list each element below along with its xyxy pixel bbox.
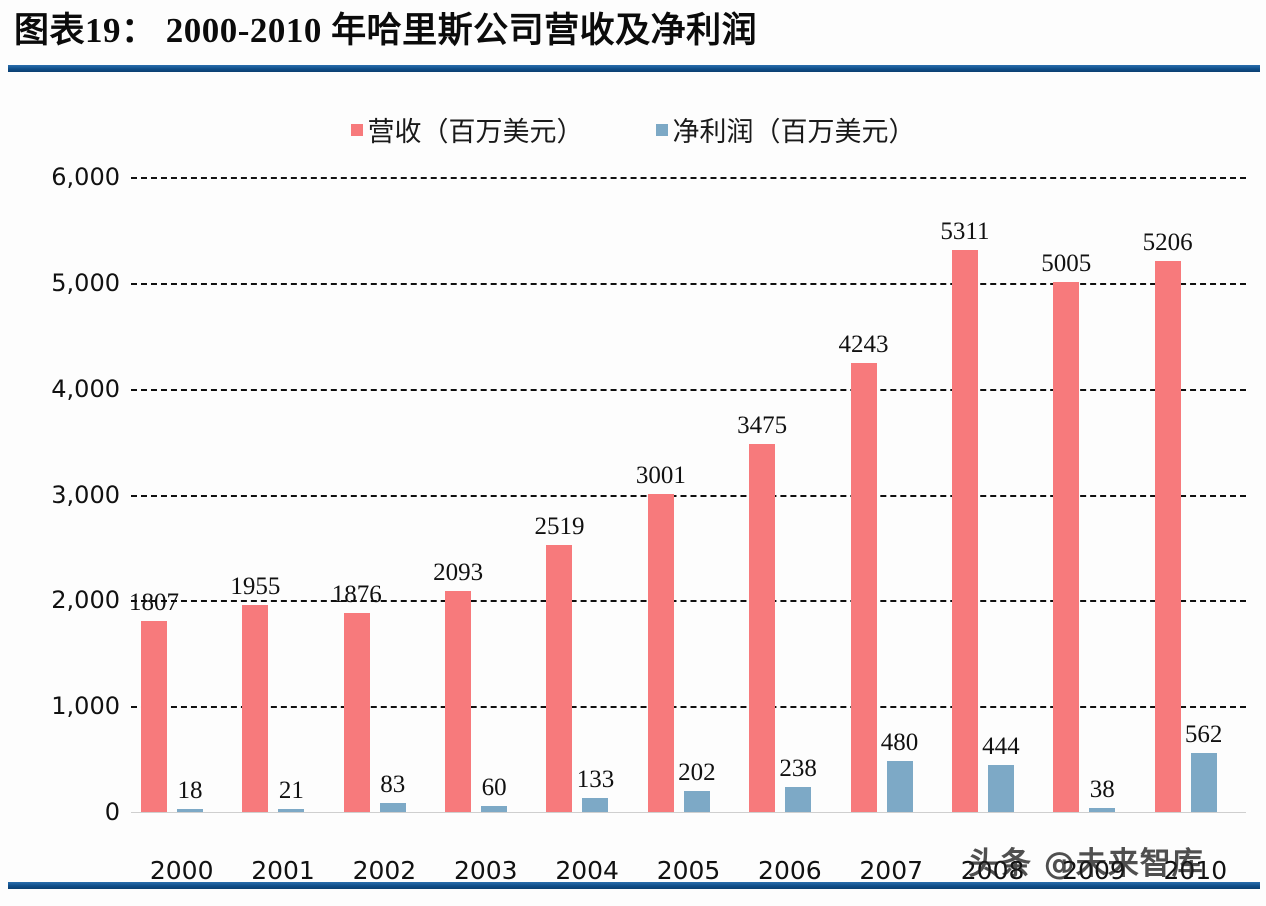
bar-group: 5206 562 [1142,150,1246,850]
bar-value-label: 562 [1184,720,1223,748]
bar-profit[interactable] [683,790,710,812]
bar-profit[interactable] [785,786,812,812]
bar-value-label: 202 [678,758,716,786]
bar-revenue[interactable] [445,590,472,812]
bar-revenue[interactable] [850,362,877,812]
bar-value-label: 4243 [838,330,889,358]
bar-group: 2519 133 [534,150,637,850]
x-axis: 2000 2001 2002 2003 2004 2005 2006 2007 2008 2009… [131,856,1246,892]
bar-group: 1807 18 [129,150,232,850]
header-divider [8,65,1260,72]
legend-label: 营收（百万美元） [367,116,584,148]
gridline [131,706,1246,709]
legend-swatch-icon [655,124,668,136]
x-tick-label: 2008 [960,856,1025,885]
x-tick-label: 2000 [149,856,214,885]
y-axis: 0 1,000 2,000 3,000 4,000 5,000 6,000 [30,150,120,850]
y-tick-label: 0 [104,798,120,826]
bar-revenue[interactable] [647,494,674,812]
legend-profit[interactable]: 净利润（百万美元） [655,110,916,149]
bar-value-label: 238 [779,754,817,782]
bar-revenue[interactable] [242,605,269,812]
bar-revenue[interactable] [1154,261,1181,812]
y-tick-label: 4,000 [51,374,120,403]
legend-label: 净利润（百万美元） [672,116,916,148]
bar-profit[interactable] [582,797,609,812]
bar-profit[interactable] [177,809,203,812]
bar-value-label: 1876 [331,581,382,609]
bar-value-label: 38 [1089,775,1115,803]
bar-revenue[interactable] [546,545,573,812]
gridline [131,388,1246,391]
bar-group: 4243 480 [838,150,942,850]
bar-value-label: 2519 [534,513,585,541]
gridline [131,282,1246,285]
bar-revenue[interactable] [749,444,776,812]
bar-value-label: 83 [380,771,406,799]
gridline [131,177,1246,179]
bar-value-label: 2093 [433,558,484,586]
bar-value-label: 5005 [1041,250,1092,278]
x-tick-label: 2005 [656,856,721,885]
bar-value-label: 444 [982,733,1020,761]
bar-value-label: 3475 [737,412,788,440]
bar-group: 5005 38 [1041,150,1144,850]
y-tick-label: 2,000 [51,586,120,615]
bars-layer: 1807 18 1955 21 1876 83 2093 60 2519 133 3001 202 34… [129,150,1246,850]
bar-revenue[interactable] [951,249,978,812]
bar-value-label: 60 [481,773,507,801]
figure-header: 图表19： 2000-2010 年哈里斯公司营收及净利润 [0,0,1266,78]
gridlines [131,150,1246,850]
bar-revenue[interactable] [141,620,167,812]
axis-baseline [131,812,1246,813]
gridline [131,600,1246,603]
x-tick-label: 2010 [1163,856,1228,885]
bar-profit[interactable] [1089,807,1116,812]
y-tick-label: 3,000 [51,480,120,509]
bar-value-label: 1955 [230,573,281,601]
bar-value-label: 133 [576,765,615,793]
bar-profit[interactable] [886,761,913,812]
bar-value-label: 480 [880,729,919,757]
bar-revenue[interactable] [1053,282,1080,812]
bar-revenue[interactable] [343,613,370,812]
footer-divider [8,882,1260,889]
x-tick-label: 2002 [352,856,417,885]
gridline [131,494,1246,497]
bar-value-label: 3001 [635,462,686,490]
bar-profit[interactable] [278,809,305,812]
bar-profit[interactable] [481,805,508,812]
y-tick-label: 1,000 [51,692,120,721]
bar-group: 1876 83 [331,150,435,850]
bar-group: 1955 21 [230,150,333,850]
bar-profit[interactable] [379,803,406,812]
bar-group: 3001 202 [635,150,739,850]
bar-value-label: 5206 [1142,229,1193,257]
bar-value-label: 1807 [129,588,179,616]
x-tick-label: 2001 [251,856,315,885]
chart-legend: 营收（百万美元） 净利润（百万美元） [0,108,1266,150]
x-tick-label: 2007 [859,856,924,885]
y-tick-label: 5,000 [51,268,120,297]
bar-value-label: 21 [278,777,304,804]
bar-group: 2093 60 [433,150,536,850]
bar-profit[interactable] [987,765,1014,812]
bar-group: 3475 238 [737,150,840,850]
y-tick-label: 6,000 [51,163,120,191]
x-tick-label: 2003 [453,856,518,885]
bar-profit[interactable] [1190,752,1217,812]
x-tick-label: 2004 [555,856,619,885]
chart-plot-area: 0 1,000 2,000 3,000 4,000 5,000 6,000 1807 18 19… [0,150,1266,850]
bar-value-label: 5311 [940,217,990,245]
legend-swatch-icon [350,124,363,136]
x-tick-label: 2006 [758,856,822,885]
bar-group: 5311 444 [940,150,1043,850]
x-tick-label: 2009 [1062,856,1126,885]
bar-value-label: 18 [177,777,203,804]
legend-revenue[interactable]: 营收（百万美元） [350,110,584,149]
page-title: 图表19： 2000-2010 年哈里斯公司营收及净利润 [14,11,758,50]
